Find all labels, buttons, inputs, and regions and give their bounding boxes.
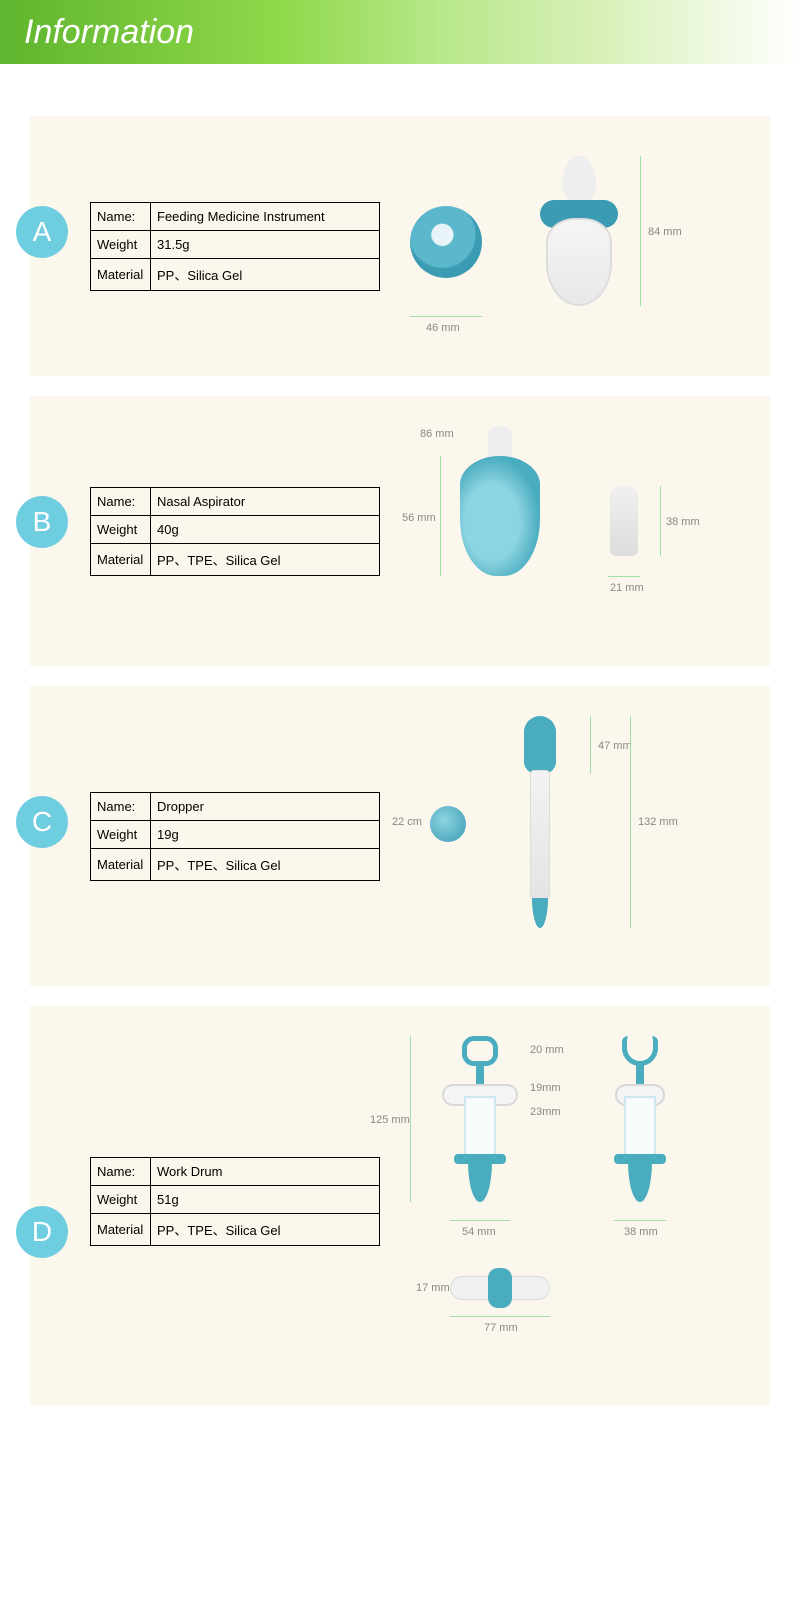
illus-b: 86 mm 56 mm 38 mm 21 mm (400, 426, 750, 636)
badge-b: B (16, 496, 68, 548)
dim-width-a: 46 mm (426, 322, 460, 334)
dim-d-flange: 54 mm (462, 1226, 496, 1238)
badge-a: A (16, 206, 68, 258)
label-weight: Weight (91, 820, 151, 848)
dim-line (590, 716, 591, 774)
spec-col-b: Name:Nasal Aspirator Weight40g MaterialP… (90, 487, 380, 576)
label-weight: Weight (91, 230, 151, 258)
val-weight-a: 31.5g (151, 230, 380, 258)
page-title: Information (24, 13, 194, 52)
val-weight-d: 51g (151, 1185, 380, 1213)
product-bottle-icon (540, 156, 618, 306)
dim-height-a: 84 mm (648, 226, 682, 238)
spec-col-a: Name:Feeding Medicine Instrument Weight3… (90, 202, 380, 291)
badge-c: C (16, 796, 68, 848)
val-name-c: Dropper (151, 792, 380, 820)
val-name-a: Feeding Medicine Instrument (151, 202, 380, 230)
label-weight: Weight (91, 515, 151, 543)
dim-b-th: 38 mm (666, 516, 700, 528)
val-material-d: PP、TPE、Silica Gel (151, 1213, 380, 1245)
label-name: Name: (91, 792, 151, 820)
dim-c-bh: 47 mm (598, 740, 632, 752)
product-nozzle-icon (610, 486, 638, 556)
dim-line (450, 1220, 510, 1221)
spec-table-a: Name:Feeding Medicine Instrument Weight3… (90, 202, 380, 291)
spec-col-d: Name:Work Drum Weight51g MaterialPP、TPE、… (90, 1157, 380, 1246)
dim-line (640, 156, 641, 306)
illus-c: 22 cm 47 mm 132 mm (400, 716, 750, 956)
panel-c: C Name:Dropper Weight19g MaterialPP、TPE、… (30, 686, 770, 986)
dim-d-barh: 17 mm (416, 1282, 450, 1294)
val-material-b: PP、TPE、Silica Gel (151, 543, 380, 575)
dim-b-mh: 86 mm (420, 428, 454, 440)
val-name-b: Nasal Aspirator (151, 487, 380, 515)
spec-table-c: Name:Dropper Weight19g MaterialPP、TPE、Si… (90, 792, 380, 881)
dim-c-ball: 22 cm (392, 816, 422, 828)
badge-d: D (16, 1206, 68, 1258)
label-name: Name: (91, 487, 151, 515)
val-weight-c: 19g (151, 820, 380, 848)
dim-d-wing: 19mm (530, 1082, 561, 1094)
label-material: Material (91, 258, 151, 290)
panel-d: D Name:Work Drum Weight51g MaterialPP、TP… (30, 1006, 770, 1406)
dim-line (440, 456, 441, 576)
panels-container: A Name:Feeding Medicine Instrument Weigh… (0, 64, 800, 1436)
label-name: Name: (91, 202, 151, 230)
val-weight-b: 40g (151, 515, 380, 543)
val-name-d: Work Drum (151, 1157, 380, 1185)
dim-d-th: 125 mm (370, 1114, 410, 1126)
dim-b-tw: 21 mm (610, 582, 644, 594)
dim-line (630, 716, 631, 928)
panel-b: B Name:Nasal Aspirator Weight40g Materia… (30, 396, 770, 666)
spec-col-c: Name:Dropper Weight19g MaterialPP、TPE、Si… (90, 792, 380, 881)
label-weight: Weight (91, 1185, 151, 1213)
dim-line (608, 576, 640, 577)
dim-line (660, 486, 661, 556)
dim-b-mw: 56 mm (402, 512, 436, 524)
spec-table-d: Name:Work Drum Weight51g MaterialPP、TPE、… (90, 1157, 380, 1246)
spec-table-b: Name:Nasal Aspirator Weight40g MaterialP… (90, 487, 380, 576)
dim-c-th: 132 mm (638, 816, 678, 828)
label-material: Material (91, 848, 151, 880)
illus-d: 125 mm 20 mm 19mm 23mm 54 mm 38 mm 17 mm… (400, 1026, 750, 1346)
label-name: Name: (91, 1157, 151, 1185)
product-syringe2-icon (610, 1036, 670, 1206)
product-bulb-icon (460, 456, 540, 576)
product-dropper-icon (520, 716, 560, 936)
dim-line (450, 1316, 550, 1317)
dim-d-barrel: 23mm (530, 1106, 561, 1118)
val-material-a: PP、Silica Gel (151, 258, 380, 290)
product-syringe1-icon (450, 1036, 510, 1206)
dim-d-handle: 20 mm (530, 1044, 564, 1056)
panel-a: A Name:Feeding Medicine Instrument Weigh… (30, 116, 770, 376)
label-material: Material (91, 543, 151, 575)
dim-line (410, 316, 482, 317)
dim-line (614, 1220, 666, 1221)
illus-a: 84 mm 46 mm (400, 146, 750, 346)
label-material: Material (91, 1213, 151, 1245)
product-knob-icon (488, 1268, 512, 1308)
header-bar: Information (0, 0, 800, 64)
product-ball-icon (430, 806, 466, 842)
dim-d-barw: 77 mm (484, 1322, 518, 1334)
dim-d-second: 38 mm (624, 1226, 658, 1238)
dim-line (410, 1036, 411, 1202)
val-material-c: PP、TPE、Silica Gel (151, 848, 380, 880)
product-cap-icon (410, 206, 482, 278)
